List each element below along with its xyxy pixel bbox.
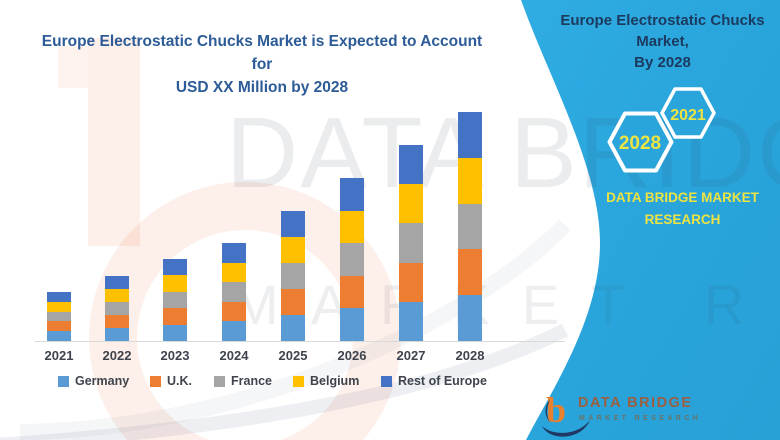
bar-segment-germany [281,315,305,341]
bar-segment-belgium [105,289,129,302]
bar-segment-france [399,223,423,263]
svg-text:b: b [546,390,566,430]
bar-segment-france [281,263,305,289]
brand-text-line2: RESEARCH [644,212,721,227]
bar-segment-rest-of-europe [47,292,71,302]
bar-segment-france [105,302,129,315]
bar-segment-u-k- [458,249,482,296]
bar-segment-u-k- [105,315,129,328]
bar-segment-belgium [458,157,482,204]
bar-segment-belgium [399,184,423,224]
x-tick-label: 2025 [278,348,308,363]
legend-swatch [58,375,69,387]
bar-segment-belgium [340,210,364,244]
brand-text-line1: DATA BRIDGE MARKET [606,190,759,205]
legend-item: Rest of Europe [381,374,487,388]
legend-swatch [293,375,304,387]
databridge-logo-icon: b [542,390,590,437]
bar-segment-rest-of-europe [399,145,423,185]
bar-segment-rest-of-europe [163,259,187,276]
x-tick-label: 2024 [219,348,249,363]
legend-item: Germany [58,374,129,388]
bar-segment-rest-of-europe [458,112,482,158]
bar-segment-germany [163,324,187,341]
band-heading-line2: By 2028 [634,54,691,71]
x-tick-label: 2028 [455,348,485,363]
bar-segment-germany [340,308,364,341]
band-heading: Europe Electrostatic Chucks Market, By 2… [545,10,780,73]
band-heading-line1: Europe Electrostatic Chucks Market, [560,12,765,50]
legend-item: Belgium [293,374,359,388]
bar-segment-u-k- [222,301,246,322]
brand-text: DATA BRIDGE MARKET RESEARCH [575,187,780,231]
bar-segment-belgium [163,275,187,292]
chart-title: Europe Electrostatic Chucks Market is Ex… [36,30,488,99]
x-tick-label: 2026 [337,348,367,363]
bar-segment-rest-of-europe [281,211,305,237]
legend-item: France [214,374,272,388]
hexagon-2021-label: 2021 [670,107,706,124]
legend-label: Germany [75,374,130,388]
bar-segment-u-k- [340,275,364,309]
bar-segment-france [222,282,246,302]
hexagon-2028-label: 2028 [619,133,661,154]
bar-segment-france [340,243,364,276]
legend-swatch [150,375,161,387]
footer-logo-brand: DATA BRIDGE [578,395,693,411]
bar-segment-france [458,203,482,250]
bar-segment-germany [105,328,129,341]
bar-segment-u-k- [399,262,423,302]
bar-segment-rest-of-europe [222,243,246,263]
x-axis-line [35,341,565,342]
bar-segment-rest-of-europe [105,276,129,289]
bar-segment-belgium [281,237,305,263]
hexagon-2028 [607,111,674,173]
bar-segment-belgium [222,262,246,283]
hexagon-2021 [660,87,716,139]
legend-label: France [231,374,272,388]
legend-item: U.K. [150,374,192,388]
bar-segment-germany [399,301,423,341]
legend-swatch [214,375,225,387]
bar-segment-u-k- [163,308,187,325]
footer-logo-sub: MARKET RESEARCH [579,415,702,422]
bar-segment-germany [222,321,246,341]
bar-segment-rest-of-europe [340,178,364,211]
legend-swatch [381,375,392,387]
bar-segment-france [47,311,71,322]
bar-segment-u-k- [47,321,71,332]
x-tick-label: 2022 [102,348,132,363]
legend-label: U.K. [167,374,192,388]
legend-label: Rest of Europe [398,374,487,388]
bar-segment-france [163,291,187,309]
x-tick-label: 2023 [160,348,190,363]
x-tick-label: 2021 [44,348,74,363]
x-tick-label: 2027 [396,348,426,363]
legend-label: Belgium [310,374,360,388]
bar-segment-u-k- [281,289,305,315]
chart-title-line2: USD XX Million by 2028 [175,79,349,96]
bar-segment-germany [458,295,482,341]
bar-segment-germany [47,331,71,341]
bar-segment-belgium [47,301,71,312]
chart-title-line1: Europe Electrostatic Chucks Market is Ex… [41,33,483,73]
